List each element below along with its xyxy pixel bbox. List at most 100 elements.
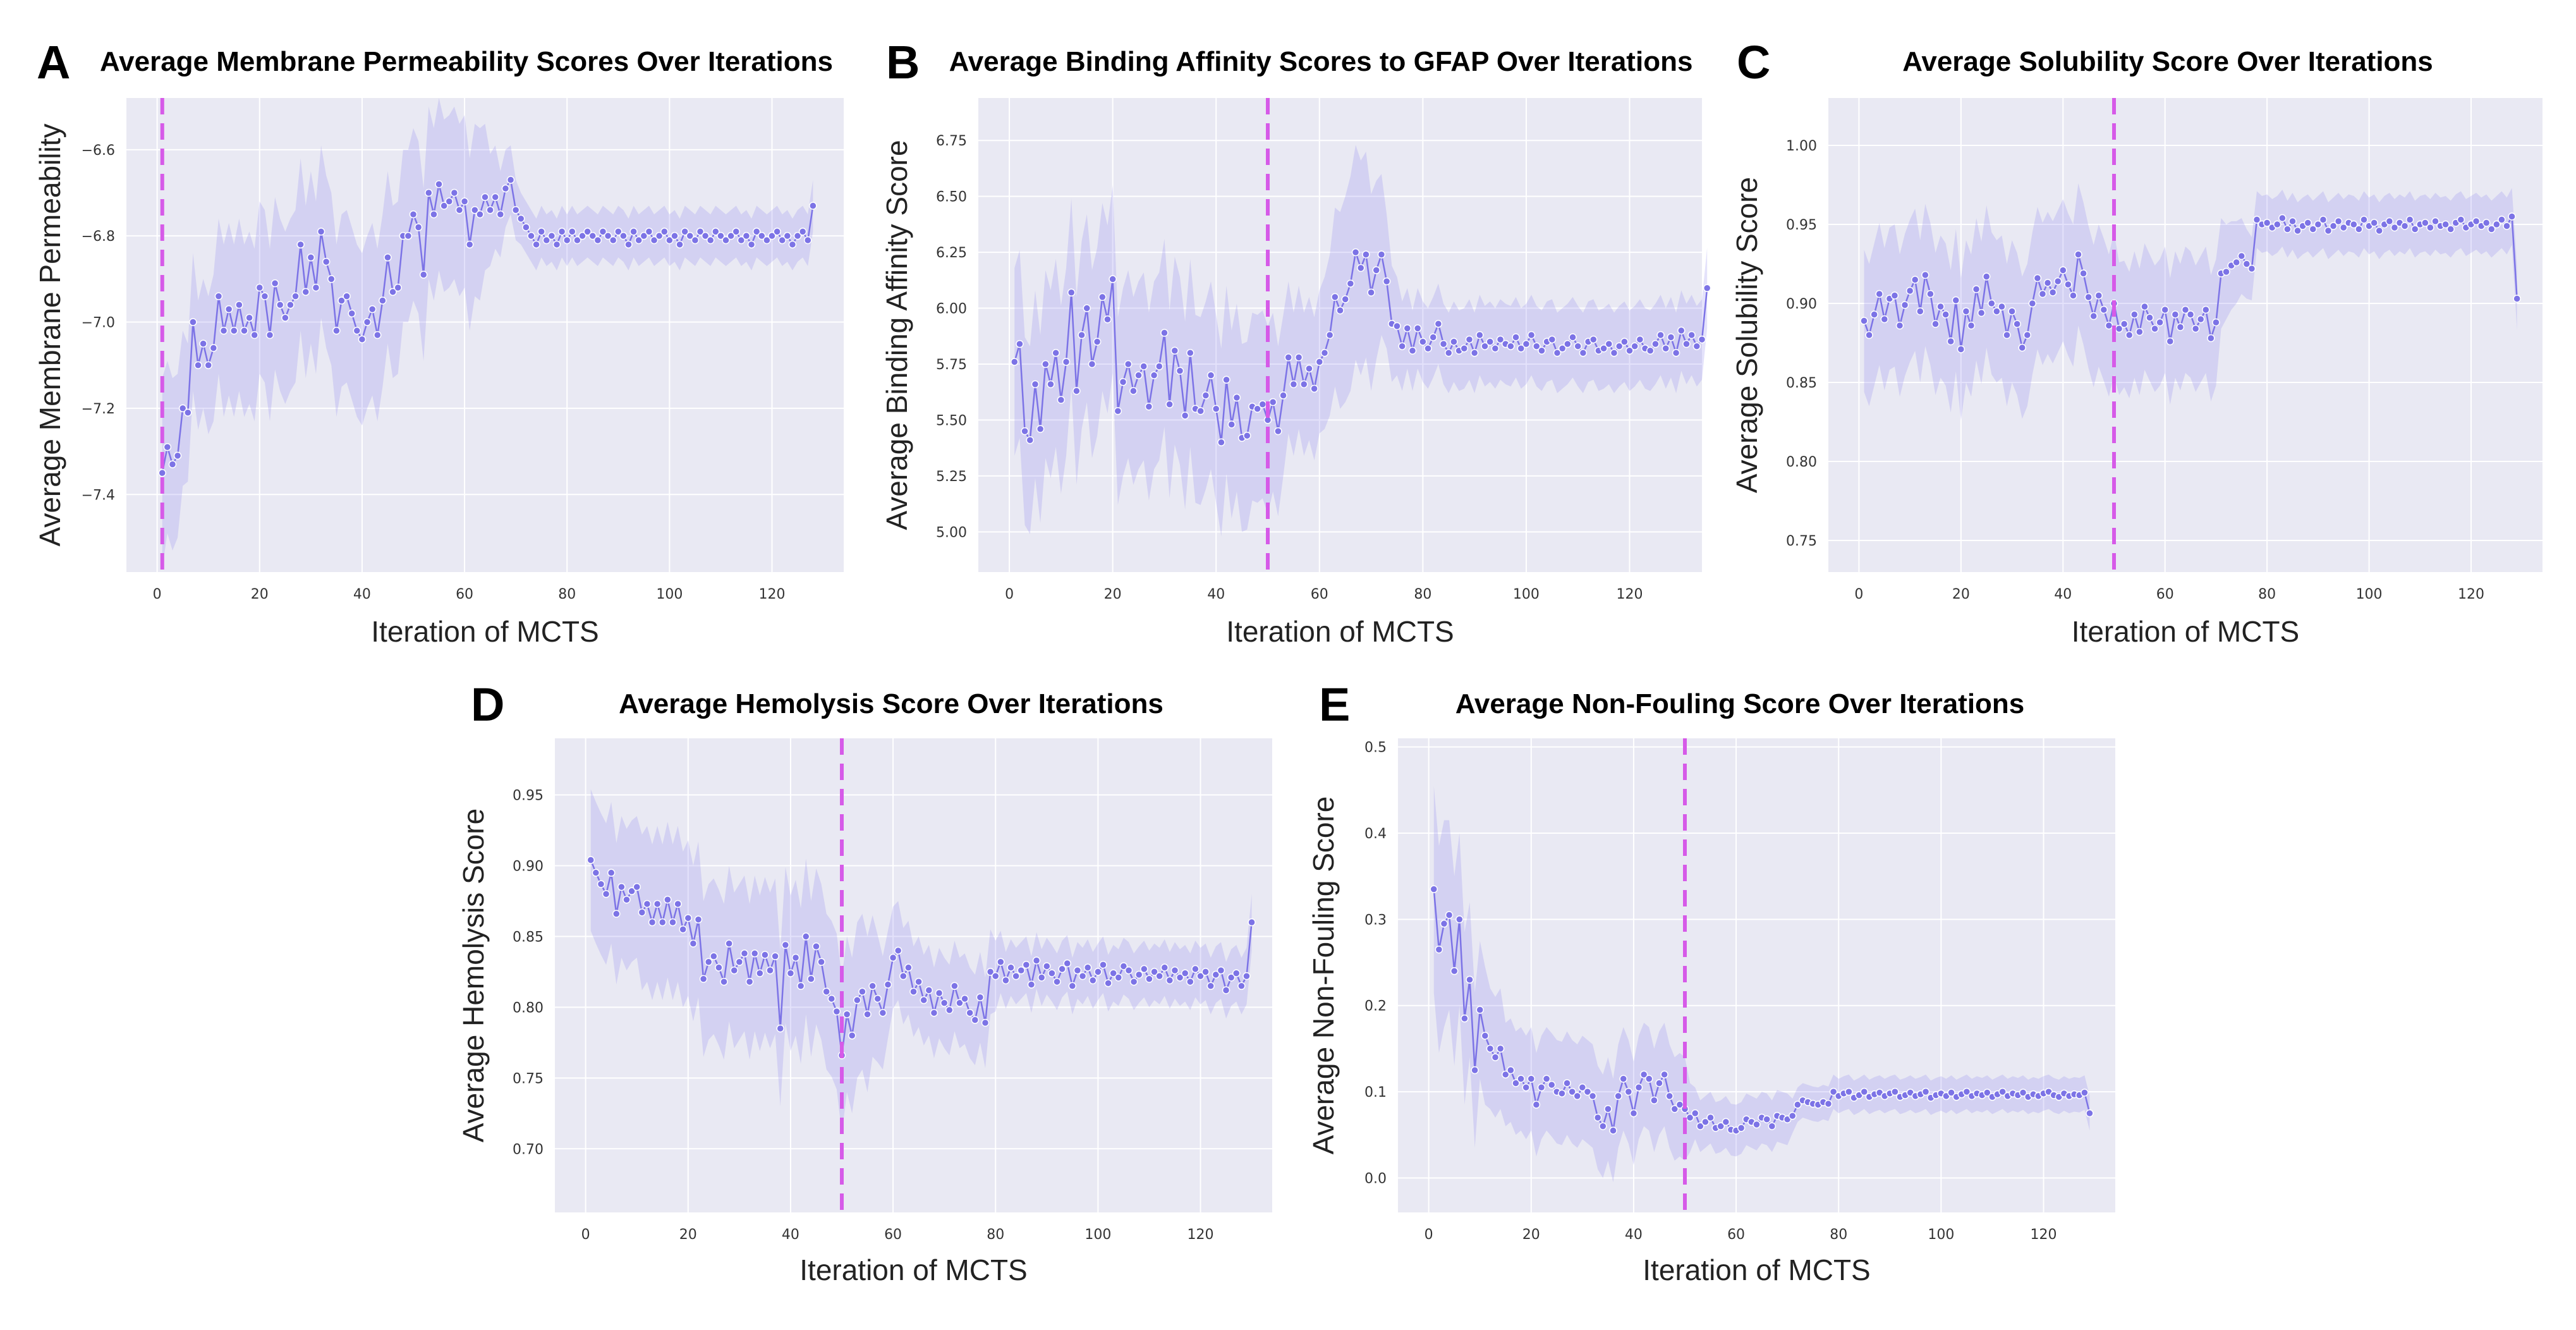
data-point [696,228,705,236]
data-point [1947,337,1955,346]
data-point [732,228,740,236]
data-point [178,404,187,413]
data-point [527,231,535,240]
data-point [899,972,908,980]
data-point [1170,346,1179,355]
data-point [1952,296,1960,305]
panel-a: −7.4 −7.2 −7.0 −6.8 −6.6 0 20 40 60 80 100 120 A Aver… [33,36,844,648]
data-point [650,236,659,245]
data-point [920,996,928,1004]
data-point [296,240,305,249]
data-point [1217,438,1225,447]
x-tick-label: 100 [2356,587,2383,602]
data-point [699,975,708,983]
data-point [1310,384,1318,393]
y-tick-label: 0.90 [1786,296,1817,312]
data-point [322,257,331,266]
data-point [1962,1087,1971,1096]
data-point [1593,1113,1602,1122]
data-point [496,210,505,219]
data-point [562,236,571,245]
data-point [1905,286,1914,295]
data-point [1517,344,1525,353]
data-point [1532,1101,1541,1109]
data-point [414,223,423,231]
data-point [2120,320,2129,328]
data-point [1824,1099,1833,1108]
data-point [1548,335,1557,344]
data-point [1150,968,1158,976]
data-point [1124,360,1133,369]
data-point [1481,342,1489,350]
y-tick-label: −6.6 [82,143,115,159]
data-point [260,292,269,300]
data-point [1610,349,1619,357]
data-point [1972,285,1981,293]
data-point [1089,976,1097,985]
data-point [1895,321,1904,330]
data-point [1988,299,1996,308]
data-point [2181,305,2190,314]
data-point [763,236,771,245]
data-point [235,301,243,309]
data-point [788,240,797,249]
data-point [1609,1126,1617,1135]
x-tick-label: 100 [1513,587,1540,602]
data-point [710,952,718,961]
data-point [1537,1083,1546,1092]
data-point [681,228,689,236]
data-point [1682,339,1691,348]
data-point [1212,405,1220,413]
data-point [2400,222,2409,230]
data-point [2079,269,2087,278]
data-point [679,925,687,934]
data-point [1977,308,1986,317]
data-point [1289,380,1298,389]
data-point [419,271,428,279]
data-point [158,468,166,477]
data-point [1268,398,1277,406]
y-tick-label: −7.4 [82,487,115,503]
data-point [1165,976,1174,985]
data-point [471,206,479,214]
y-tick-label: 0.80 [1786,455,1817,470]
data-point [1047,380,1055,389]
data-point [1022,960,1031,969]
y-tick-label: −6.8 [82,229,115,245]
data-point [1294,353,1303,362]
y-tick-label: 0.95 [513,788,544,804]
data-point [450,188,459,197]
y-tick-label: 0.75 [1786,534,1817,549]
data-point [1372,266,1380,274]
data-point [930,1009,939,1017]
data-point [2008,307,2016,315]
y-tick-label: 0.95 [1786,217,1817,233]
data-point [1624,1087,1633,1096]
data-point [720,977,728,986]
y-tick-label: 0.4 [1364,826,1387,842]
data-point [1569,333,1577,341]
data-point [1481,1032,1490,1040]
x-tick-label: 40 [782,1227,799,1243]
data-point [1471,1066,1479,1075]
data-point [1631,342,1639,350]
data-point [2375,226,2383,235]
data-point [1634,1083,1643,1092]
data-point [1068,982,1077,991]
data-point [1129,387,1138,395]
data-point [327,275,336,283]
chart-title: Average Solubility Score Over Iterations [1902,46,2433,77]
data-point [2283,225,2292,233]
data-point [1589,335,1598,344]
data-point [189,318,197,326]
chart-title: Average Binding Affinity Scores to GFAP … [949,46,1693,77]
data-point [1558,344,1567,353]
x-tick-label: 120 [759,587,786,602]
data-point [1124,966,1133,975]
data-point [1600,344,1608,353]
data-point [240,326,248,335]
data-point [1651,339,1660,348]
data-point [1547,1080,1556,1089]
data-point [1579,349,1588,357]
y-tick-label: 5.25 [936,469,967,485]
